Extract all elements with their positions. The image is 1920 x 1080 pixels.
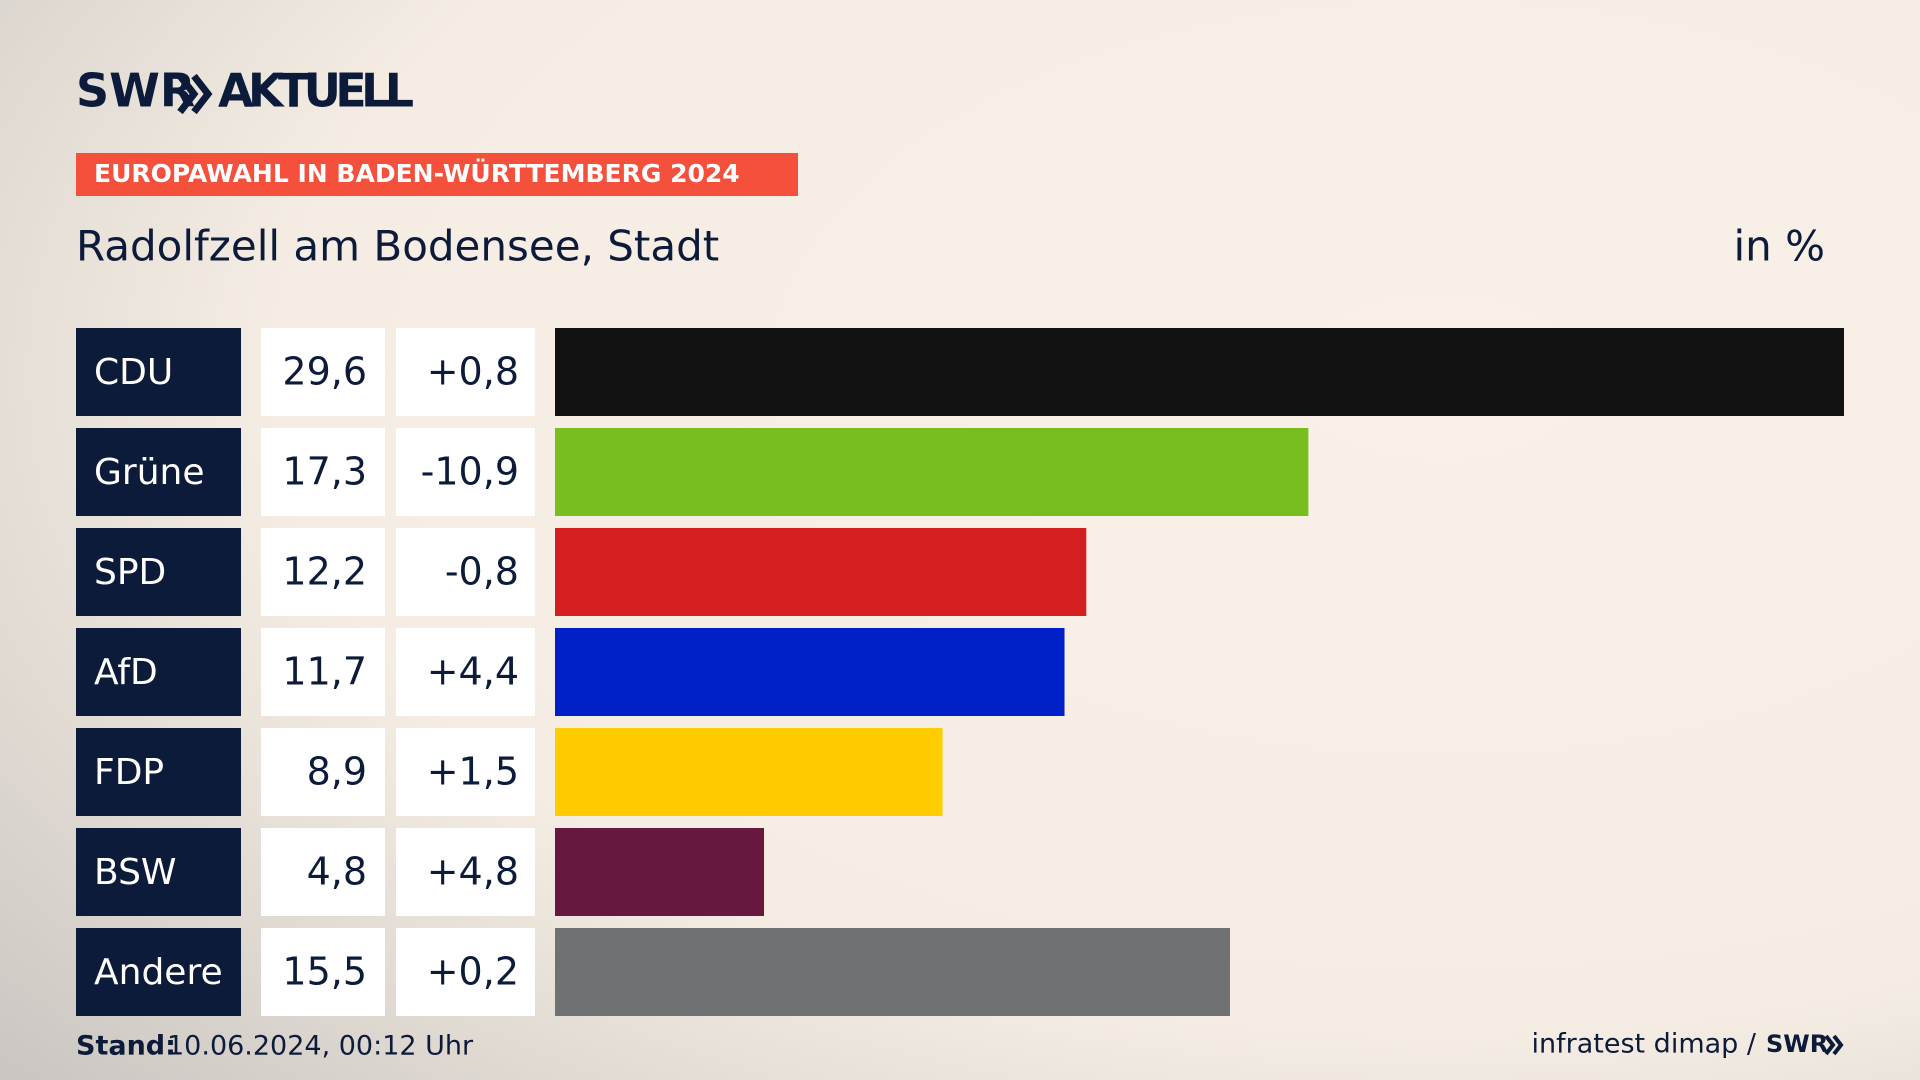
change-label: +0,8 bbox=[427, 350, 519, 394]
change-cell bbox=[396, 828, 535, 916]
source-chevrons bbox=[1824, 1034, 1844, 1056]
change-cell bbox=[396, 528, 535, 616]
party-name: FDP bbox=[94, 752, 164, 793]
bar bbox=[555, 328, 1844, 416]
party-cell bbox=[76, 928, 241, 1016]
value-label: 12,2 bbox=[282, 550, 367, 594]
change-label: +4,8 bbox=[427, 850, 519, 894]
stand-label: Stand: bbox=[76, 1031, 176, 1062]
value-cell bbox=[261, 628, 385, 716]
value-label: 17,3 bbox=[282, 450, 367, 494]
party-name: AfD bbox=[94, 652, 158, 693]
value-cell bbox=[261, 728, 385, 816]
value-cell bbox=[261, 428, 385, 516]
change-label: +4,4 bbox=[427, 650, 519, 694]
source: infratest dimap / bbox=[1531, 1029, 1756, 1060]
value-cell bbox=[261, 528, 385, 616]
unit: in % bbox=[1733, 222, 1825, 271]
value-cell bbox=[261, 328, 385, 416]
value-label: 15,5 bbox=[282, 950, 367, 994]
value-cell bbox=[261, 828, 385, 916]
party-cell bbox=[76, 428, 241, 516]
change-cell bbox=[396, 728, 535, 816]
party-name: Andere bbox=[94, 952, 223, 993]
change-cell bbox=[396, 928, 535, 1016]
bar bbox=[555, 428, 1309, 516]
value-label: 8,9 bbox=[307, 750, 367, 794]
value-label: 4,8 bbox=[307, 850, 367, 894]
change-cell bbox=[396, 428, 535, 516]
bar bbox=[555, 628, 1065, 716]
bar bbox=[555, 728, 943, 816]
change-cell bbox=[396, 628, 535, 716]
chart-title: Radolfzell am Bodensee, Stadt bbox=[76, 222, 719, 271]
brand: SWR bbox=[76, 64, 195, 118]
party-cell bbox=[76, 828, 241, 916]
value-cell bbox=[261, 928, 385, 1016]
value-label: 29,6 bbox=[282, 350, 367, 394]
bar bbox=[555, 528, 1087, 616]
change-cell bbox=[396, 328, 535, 416]
party-cell bbox=[76, 328, 241, 416]
bar bbox=[555, 828, 765, 916]
party-cell bbox=[76, 528, 241, 616]
bar bbox=[555, 928, 1230, 1016]
banner-bg bbox=[76, 153, 798, 196]
party-name: Grüne bbox=[94, 452, 204, 493]
change-label: +0,2 bbox=[427, 950, 519, 994]
party-name: SPD bbox=[94, 552, 166, 593]
banner: EUROPAWAHL IN BADEN-WÜRTTEMBERG 2024 bbox=[94, 158, 740, 188]
stand: 10.06.2024, 00:12 Uhr bbox=[167, 1031, 474, 1062]
change-label: -10,9 bbox=[421, 450, 519, 494]
party-cell bbox=[76, 628, 241, 716]
party-cell bbox=[76, 728, 241, 816]
party-name: BSW bbox=[94, 852, 177, 893]
party-name: CDU bbox=[94, 352, 173, 393]
change-label: -0,8 bbox=[445, 550, 519, 594]
value-label: 11,7 bbox=[282, 650, 367, 694]
source-brand: SWR bbox=[1766, 1030, 1828, 1058]
change-label: +1,5 bbox=[427, 750, 519, 794]
brand-chevrons bbox=[177, 73, 213, 115]
brand-suffix: AKTUELL bbox=[218, 64, 414, 118]
